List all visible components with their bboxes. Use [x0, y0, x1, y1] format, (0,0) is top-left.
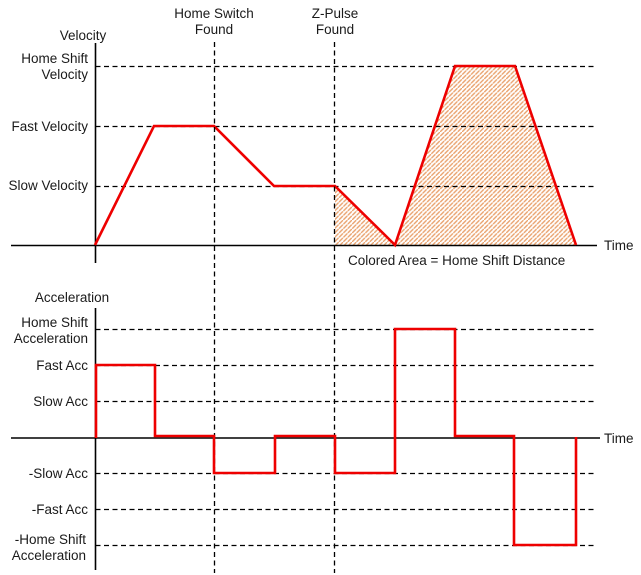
home-shift-acc-label-line2: Acceleration	[14, 331, 88, 346]
z-pulse-found-label-line2: Found	[316, 22, 354, 37]
velocity-axis-label: Velocity	[60, 28, 107, 43]
neg-fast-acc-label: -Fast Acc	[32, 502, 89, 517]
home-switch-found-label-line1: Home Switch	[174, 6, 254, 21]
velocity-profile-line	[93, 64, 578, 248]
home-shift-acc-label-line1: Home Shift	[21, 315, 88, 330]
shaded-area-annotation: Colored Area = Home Shift Distance	[348, 253, 565, 268]
z-pulse-found-label-line1: Z-Pulse	[312, 6, 359, 21]
home-switch-found-label-line2: Found	[195, 22, 233, 37]
neg-slow-acc-label: -Slow Acc	[29, 466, 89, 481]
velocity-time-label: Time	[604, 238, 634, 253]
slow-velocity-label: Slow Velocity	[8, 178, 88, 193]
home-shift-velocity-label-line2: Velocity	[41, 67, 88, 82]
slow-acc-label: Slow Acc	[33, 394, 88, 409]
acceleration-chart: Acceleration Time Home Shift Acceleratio…	[11, 290, 634, 570]
event-markers: Home Switch Found Z-Pulse Found	[174, 6, 358, 573]
fast-acc-label: Fast Acc	[36, 358, 88, 373]
acceleration-profile-line	[94, 327, 578, 547]
fast-velocity-label: Fast Velocity	[11, 119, 88, 134]
home-shift-velocity-label-line1: Home Shift	[21, 51, 88, 66]
neg-home-shift-acc-label-line2: Acceleration	[12, 548, 86, 563]
acceleration-axis-label: Acceleration	[35, 290, 109, 305]
neg-home-shift-acc-label-line1: -Home Shift	[15, 532, 87, 547]
home-shift-distance-area	[335, 66, 576, 245]
velocity-chart: Velocity Time Home Shift Velocity Fast V…	[8, 28, 633, 268]
acceleration-time-label: Time	[604, 431, 634, 446]
